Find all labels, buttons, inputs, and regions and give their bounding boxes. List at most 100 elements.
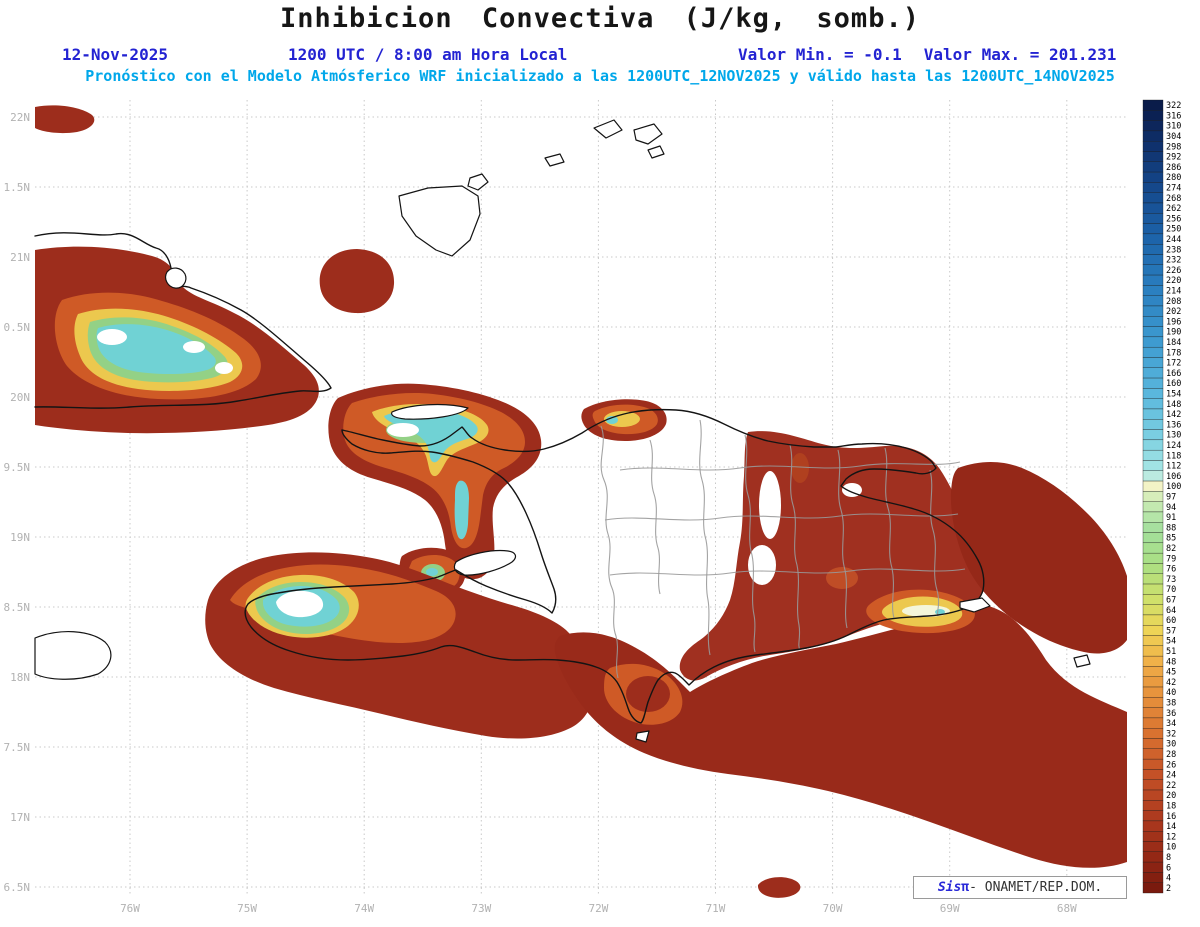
island-beata	[635, 730, 650, 743]
coastlines	[34, 119, 1091, 743]
header-line-2: 12-Nov-2025 1200 UTC / 8:00 am Hora Loca…	[0, 45, 1200, 65]
colorbar-segment	[1142, 800, 1164, 811]
colorbar-segment	[1142, 182, 1164, 193]
colorbar-value-label: 106	[1166, 472, 1181, 482]
colorbar-segment	[1142, 316, 1164, 327]
cin-cuba-hole	[183, 341, 205, 353]
colorbar-value-label: 142	[1166, 410, 1181, 420]
cin-southwest-hole	[276, 590, 324, 618]
colorbar-segment	[1142, 398, 1164, 410]
colorbar-segment	[1142, 820, 1164, 832]
colorbar-value-label: 67	[1166, 595, 1176, 605]
colorbar-value-label: 38	[1166, 698, 1176, 708]
colorbar-value-label: 76	[1166, 565, 1176, 575]
colorbar-segment	[1142, 254, 1164, 265]
province-line	[604, 513, 959, 521]
colorbar-segment	[1142, 686, 1164, 698]
colorbar-value-label: 97	[1166, 493, 1176, 503]
province-line	[884, 447, 895, 619]
colorbar-segment	[1142, 563, 1164, 574]
colorbar-segment	[1142, 99, 1164, 111]
colorbar-segment	[1142, 110, 1164, 121]
colorbar-segment	[1142, 202, 1164, 214]
colorbar-value-label: 244	[1166, 235, 1181, 245]
colorbar-value-label: 304	[1166, 132, 1181, 142]
colorbar-segment	[1142, 357, 1164, 368]
colorbar-segment	[1142, 697, 1164, 708]
cin-east-land-mottle	[791, 453, 809, 483]
province-line	[619, 461, 961, 471]
lon-tick-label: 70W	[823, 902, 843, 915]
colorbar-value-label: 292	[1166, 153, 1181, 163]
lat-tick-label: 7.5N	[4, 741, 31, 754]
colorbar-segment	[1142, 470, 1164, 482]
colorbar-segment	[1142, 130, 1164, 142]
colorbar-value-label: 26	[1166, 760, 1176, 770]
credit-pi-icon: π	[961, 880, 970, 895]
colorbar: 3223163103042982922862802742682622562502…	[1142, 99, 1181, 894]
colorbar-value-label: 34	[1166, 719, 1176, 729]
lat-tick-label: 9.5N	[4, 461, 31, 474]
colorbar-value-label: 18	[1166, 801, 1176, 811]
colorbar-segment	[1142, 388, 1164, 399]
lat-tick-label: 17N	[10, 811, 30, 824]
colorbar-value-label: 148	[1166, 400, 1181, 410]
colorbar-segment	[1142, 151, 1164, 162]
colorbar-segment	[1142, 439, 1164, 451]
cin-cuba-hole	[215, 362, 233, 374]
province-line	[744, 434, 756, 653]
colorbar-value-label: 20	[1166, 791, 1176, 801]
min-max-values: Valor Min. = -0.1 Valor Max. = 201.231	[738, 45, 1116, 64]
colorbar-value-label: 36	[1166, 709, 1176, 719]
cin-blob-bottom	[757, 877, 801, 898]
lon-tick-label: 71W	[706, 902, 726, 915]
coastline-hispaniola	[244, 408, 985, 724]
colorbar-value-label: 172	[1166, 359, 1181, 369]
colorbar-value-label: 22	[1166, 781, 1176, 791]
colorbar-segment	[1142, 223, 1164, 235]
colorbar-value-label: 94	[1166, 503, 1176, 513]
colorbar-value-label: 316	[1166, 111, 1181, 121]
colorbar-segment	[1142, 449, 1164, 461]
colorbar-segment	[1142, 161, 1164, 173]
colorbar-segment	[1142, 480, 1164, 492]
lon-tick-label: 68W	[1057, 902, 1077, 915]
colorbar-segment	[1142, 841, 1164, 852]
colorbar-value-label: 70	[1166, 585, 1176, 595]
cin-blob-oval	[319, 249, 395, 314]
colorbar-value-label: 130	[1166, 431, 1181, 441]
colorbar-segment	[1142, 285, 1164, 296]
colorbar-value-label: 4	[1166, 874, 1171, 884]
colorbar-value-label: 274	[1166, 184, 1181, 194]
colorbar-segment	[1142, 264, 1164, 276]
colorbar-segment	[1142, 882, 1164, 894]
axis-labels: 22N 1.5N 21N 0.5N 20N 9.5N 19N 8.5N 18N 7.5N 17N 6.…	[4, 111, 1078, 915]
colorbar-value-label: 160	[1166, 379, 1181, 389]
lon-tick-label: 75W	[237, 902, 257, 915]
lon-tick-label: 74W	[354, 902, 374, 915]
island-great-inagua	[398, 185, 481, 257]
credit-text: - ONAMET/REP.DOM.	[969, 880, 1103, 895]
colorbar-segment	[1142, 604, 1164, 616]
colorbar-value-label: 154	[1166, 390, 1181, 400]
colorbar-value-label: 256	[1166, 214, 1181, 224]
colorbar-segment	[1142, 625, 1164, 636]
colorbar-segment	[1142, 594, 1164, 605]
colorbar-segment	[1142, 244, 1164, 255]
colorbar-segment	[1142, 532, 1164, 544]
lat-tick-label: 0.5N	[4, 321, 31, 334]
colorbar-value-label: 310	[1166, 122, 1181, 132]
lat-tick-label: 6.5N	[4, 881, 31, 894]
colorbar-segment	[1142, 728, 1164, 739]
colorbar-segment	[1142, 429, 1164, 441]
colorbar-segment	[1142, 305, 1164, 317]
colorbar-segment	[1142, 326, 1164, 338]
colorbar-value-label: 214	[1166, 287, 1181, 297]
colorbar-segment	[1142, 769, 1164, 780]
colorbar-value-label: 226	[1166, 266, 1181, 276]
cin-tongue-cyan	[454, 480, 469, 540]
colorbar-segment	[1142, 295, 1164, 307]
colorbar-segment	[1142, 789, 1164, 801]
colorbar-segment	[1142, 779, 1164, 791]
colorbar-value-label: 190	[1166, 328, 1181, 338]
